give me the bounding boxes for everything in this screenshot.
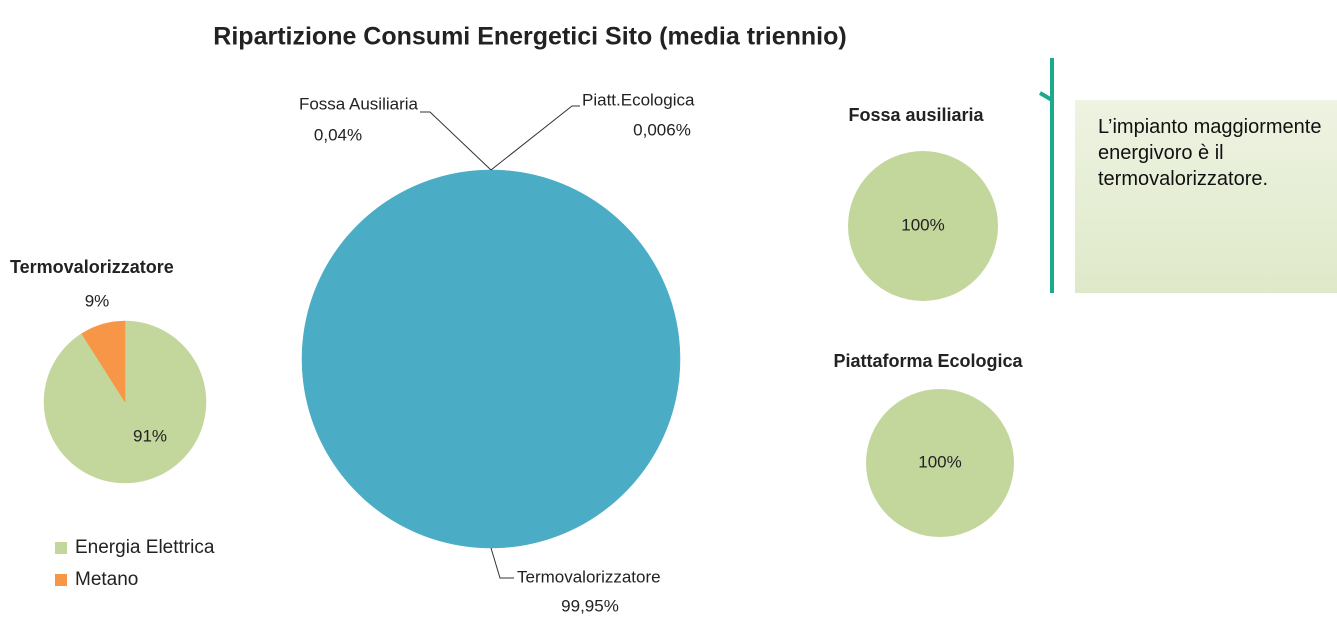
data-label-name: Piatt.Ecologica bbox=[582, 90, 695, 109]
legend-swatch bbox=[55, 542, 67, 554]
leader-line bbox=[490, 547, 514, 579]
legend-label: Energia Elettrica bbox=[75, 537, 215, 558]
legend-swatch bbox=[55, 574, 67, 586]
leader-line bbox=[490, 105, 580, 171]
data-label: 0,04% bbox=[314, 125, 362, 144]
pie-slice bbox=[848, 151, 998, 301]
data-label-name: Termovalorizzatore bbox=[517, 567, 661, 586]
note-text: L’impianto maggiormente energivoro è il … bbox=[1098, 116, 1322, 190]
chart-title: Fossa ausiliaria bbox=[848, 105, 984, 125]
legend-label: Metano bbox=[75, 569, 138, 590]
note-bar bbox=[1038, 58, 1054, 293]
data-label-name: Fossa Ausiliaria bbox=[299, 94, 419, 113]
leader-line bbox=[420, 111, 492, 171]
data-label: 99,95% bbox=[561, 596, 619, 615]
chart-title: Piattaforma Ecologica bbox=[833, 351, 1023, 371]
note-box bbox=[1075, 100, 1337, 293]
data-label: 0,006% bbox=[633, 120, 691, 139]
data-label: 91% bbox=[133, 426, 167, 445]
pie-slice bbox=[81, 320, 126, 403]
data-label: 9% bbox=[85, 291, 110, 310]
page-title: Ripartizione Consumi Energetici Sito (me… bbox=[213, 23, 846, 51]
data-label: 100% bbox=[918, 452, 961, 471]
data-label: 100% bbox=[901, 215, 944, 234]
chart-title: Termovalorizzatore bbox=[10, 257, 174, 277]
pie-slice bbox=[866, 389, 1014, 537]
